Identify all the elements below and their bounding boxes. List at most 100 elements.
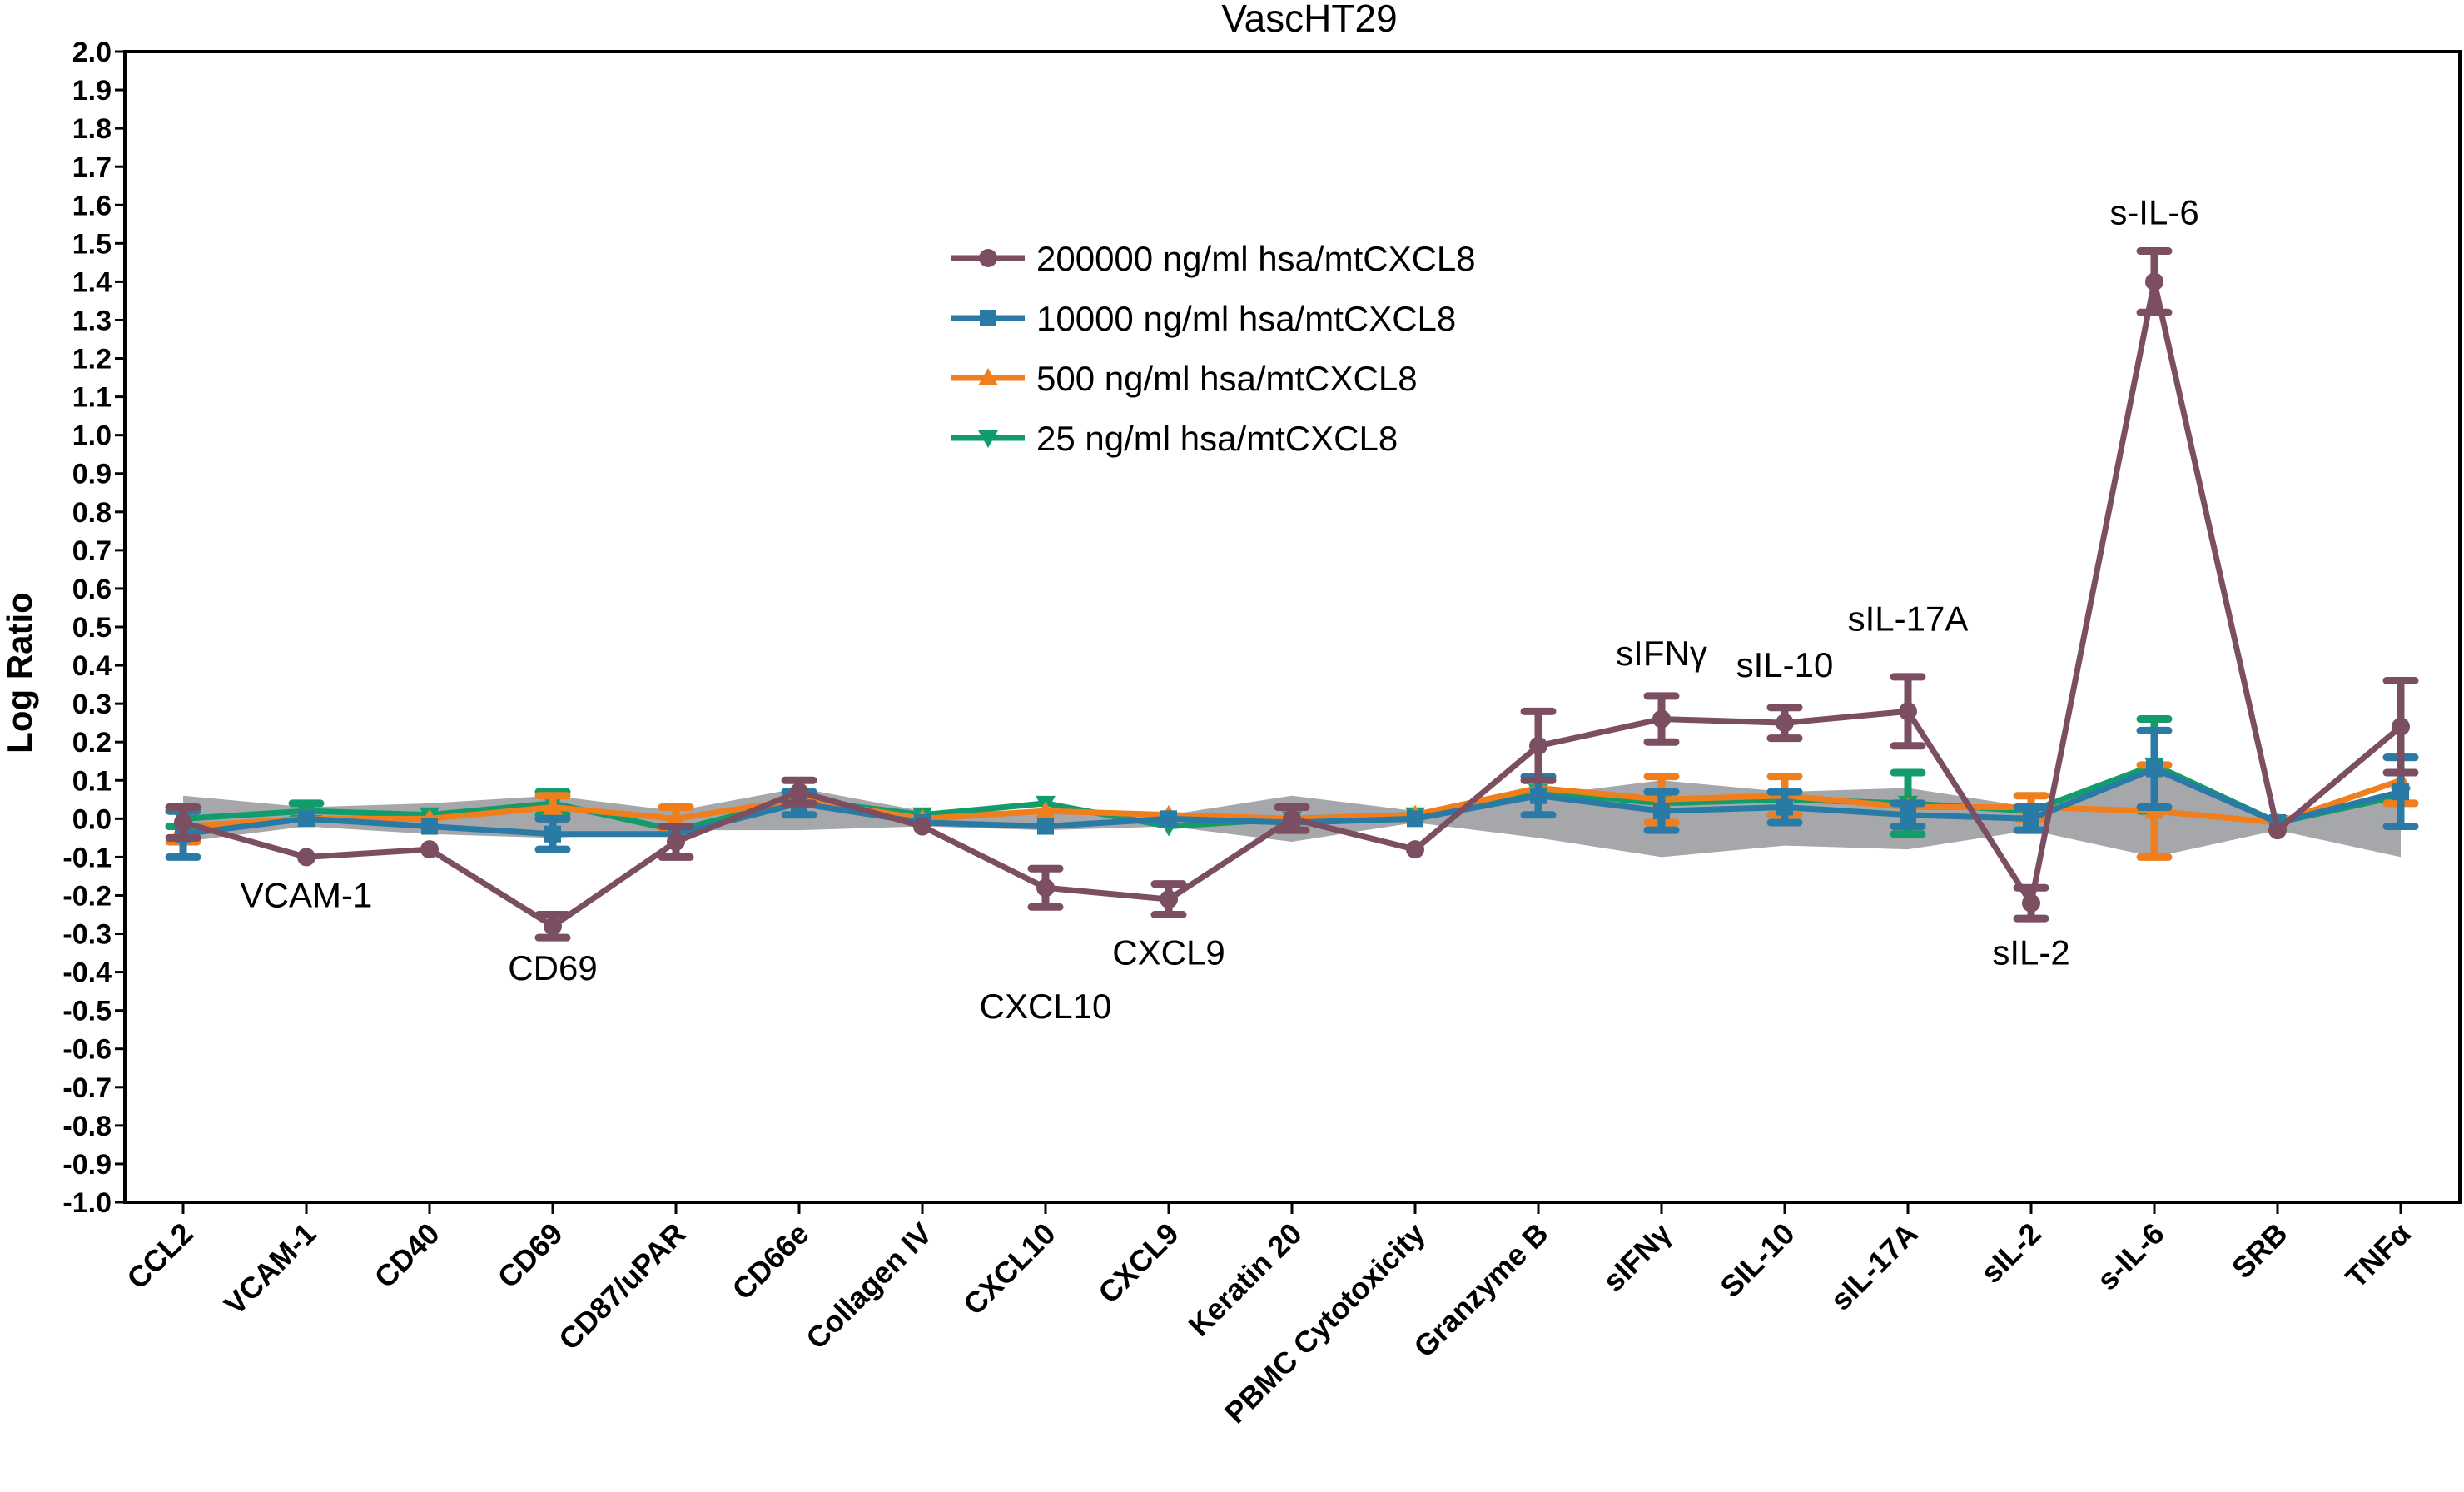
legend-item-10000-ng-ml-hsa-mtcxcl8-marker — [980, 310, 996, 326]
x-tick-label-ccl2: CCL2 — [120, 1216, 199, 1296]
annotation-sifn: sIFNγ — [1616, 634, 1707, 673]
series-200000-ng-ml-hsa-mtcxcl8-point — [2268, 821, 2287, 840]
legend-item-25-ng-ml-hsa-mtcxcl8-label: 25 ng/ml hsa/mtCXCL8 — [1036, 419, 1398, 458]
x-tick-label-vcam-1: VCAM-1 — [217, 1216, 323, 1322]
legend: 200000 ng/ml hsa/mtCXCL8 10000 ng/ml hsa/… — [951, 239, 1476, 458]
x-tick-label-sil-17a: sIL-17A — [1824, 1216, 1925, 1317]
series-200000-ng-ml-hsa-mtcxcl8-point — [544, 917, 562, 936]
y-tick-label: 1.5 — [72, 228, 112, 260]
series-200000-ng-ml-hsa-mtcxcl8-point — [1652, 709, 1671, 729]
series-200000-ng-ml-hsa-mtcxcl8-point — [2022, 893, 2040, 913]
y-tick-label: 1.4 — [72, 266, 112, 298]
series-10000-ng-ml-hsa-mtcxcl8-point — [1037, 818, 1054, 835]
legend-item-500-ng-ml-hsa-mtcxcl8: 500 ng/ml hsa/mtCXCL8 — [951, 359, 1418, 398]
y-tick-label: 1.0 — [72, 420, 112, 452]
series-10000-ng-ml-hsa-mtcxcl8-point — [2392, 783, 2409, 801]
series-200000-ng-ml-hsa-mtcxcl8-point — [913, 817, 931, 836]
y-tick-label: 0.4 — [72, 650, 112, 682]
legend-item-500-ng-ml-hsa-mtcxcl8-label: 500 ng/ml hsa/mtCXCL8 — [1036, 359, 1418, 398]
series-10000-ng-ml-hsa-mtcxcl8-point — [1530, 787, 1547, 804]
y-tick-label: 0.8 — [72, 497, 112, 529]
series-200000-ng-ml-hsa-mtcxcl8-point — [174, 813, 192, 832]
annotation-sil-2: sIL-2 — [1992, 932, 2069, 972]
series-200000-ng-ml-hsa-mtcxcl8-point — [1283, 809, 1301, 828]
x-tick-label-tnf: TNFα — [2339, 1216, 2417, 1295]
series-200000-ng-ml-hsa-mtcxcl8-point — [1036, 878, 1055, 898]
series-200000-ng-ml-hsa-mtcxcl8-point — [2392, 717, 2410, 736]
series-200000-ng-ml-hsa-mtcxcl8-point — [1899, 702, 1917, 721]
x-tick-label-cd87-upar: CD87/uPAR — [552, 1216, 693, 1357]
y-tick-label: 1.3 — [72, 305, 112, 336]
annotation-cxcl9: CXCL9 — [1112, 932, 1225, 972]
annotation-cxcl10: CXCL10 — [980, 987, 1112, 1026]
x-tick-label-sil-2: sIL-2 — [1974, 1216, 2047, 1290]
y-tick-label: -0.6 — [62, 1034, 112, 1066]
series-10000-ng-ml-hsa-mtcxcl8-point — [2146, 760, 2163, 778]
y-tick-label: -0.4 — [62, 957, 112, 989]
y-tick-label: 1.9 — [72, 75, 112, 107]
series-10000-ng-ml-hsa-mtcxcl8-point — [2023, 810, 2039, 828]
series-10000-ng-ml-hsa-mtcxcl8-point — [421, 818, 438, 835]
legend-item-500-ng-ml-hsa-mtcxcl8-marker — [978, 368, 998, 385]
y-tick-label: 1.1 — [72, 382, 112, 414]
x-tick-label-sil-10: SIL-10 — [1713, 1216, 1801, 1304]
series-500-ng-ml-hsa-mtcxcl8-point — [543, 797, 563, 815]
y-tick-label: -0.9 — [62, 1149, 112, 1181]
y-tick-label: 0.7 — [72, 535, 112, 567]
series-200000-ng-ml-hsa-mtcxcl8-point — [1529, 736, 1547, 755]
x-tick-label-sifn: sIFNγ — [1596, 1216, 1677, 1298]
annotation-s-il-6: s-IL-6 — [2109, 192, 2198, 231]
x-tick-label-cd40: CD40 — [368, 1216, 446, 1295]
legend-item-10000-ng-ml-hsa-mtcxcl8: 10000 ng/ml hsa/mtCXCL8 — [951, 299, 1456, 338]
y-tick-label: 0.3 — [72, 689, 112, 720]
series-200000-ng-ml-hsa-mtcxcl8-point — [1160, 890, 1178, 909]
legend-item-200000-ng-ml-hsa-mtcxcl8: 200000 ng/ml hsa/mtCXCL8 — [951, 239, 1476, 278]
series-200000-ng-ml-hsa-mtcxcl8-point — [667, 832, 685, 851]
series-10000-ng-ml-hsa-mtcxcl8-point — [544, 825, 561, 843]
y-tick-label: 0.1 — [72, 765, 112, 797]
series-500-ng-ml-hsa-mtcxcl8-point — [666, 808, 686, 827]
y-tick-label: 1.2 — [72, 344, 112, 375]
series-10000-ng-ml-hsa-mtcxcl8-point — [298, 810, 315, 828]
y-tick-label: 1.7 — [72, 152, 112, 183]
y-tick-label: 0.6 — [72, 574, 112, 605]
legend-item-200000-ng-ml-hsa-mtcxcl8-label: 200000 ng/ml hsa/mtCXCL8 — [1036, 239, 1476, 278]
y-tick-label: -0.8 — [62, 1111, 112, 1142]
y-tick-label: 0.0 — [72, 803, 112, 835]
x-tick-label-cxcl10: CXCL10 — [956, 1216, 1062, 1322]
series-10000-ng-ml-hsa-mtcxcl8-point — [1776, 798, 1793, 816]
series-200000-ng-ml-hsa-mtcxcl8-point — [790, 783, 808, 802]
series-10000-ng-ml-hsa-mtcxcl8-point — [1160, 810, 1177, 828]
y-tick-label: -0.5 — [62, 996, 112, 1027]
legend-item-10000-ng-ml-hsa-mtcxcl8-label: 10000 ng/ml hsa/mtCXCL8 — [1036, 299, 1456, 338]
x-tick-label-s-il-6: s-IL-6 — [2090, 1216, 2171, 1297]
legend-item-25-ng-ml-hsa-mtcxcl8-marker — [978, 430, 998, 448]
annotation-cd69: CD69 — [508, 948, 597, 987]
series-200000-ng-ml-hsa-mtcxcl8-point — [2145, 272, 2163, 291]
y-tick-label: 0.9 — [72, 459, 112, 490]
series-200000-ng-ml-hsa-mtcxcl8-point — [1776, 714, 1794, 733]
y-tick-label: -0.7 — [62, 1072, 112, 1104]
x-tick-label-cd66e: CD66e — [725, 1216, 815, 1306]
x-tick-label-srb: SRB — [2225, 1216, 2294, 1286]
x-tick-label-cd69: CD69 — [491, 1216, 569, 1295]
series-10000-ng-ml-hsa-mtcxcl8-point — [1900, 806, 1916, 823]
series-500-ng-ml-hsa-mtcxcl8-point — [1036, 801, 1056, 819]
legend-item-25-ng-ml-hsa-mtcxcl8: 25 ng/ml hsa/mtCXCL8 — [951, 419, 1398, 458]
series-200000-ng-ml-hsa-mtcxcl8-point — [420, 840, 439, 859]
x-tick-label-pbmc-cytotoxicity: PBMC Cytotoxicity — [1218, 1216, 1432, 1430]
x-tick-label-collagen-iv: Collagen IV — [799, 1216, 939, 1356]
series-200000-ng-ml-hsa-mtcxcl8 — [165, 247, 2419, 942]
chart-title: VascHT29 — [1221, 0, 1397, 40]
series-200000-ng-ml-hsa-mtcxcl8-point — [1406, 840, 1424, 859]
y-tick-label: -0.2 — [62, 880, 112, 912]
y-tick-label: 0.5 — [72, 612, 112, 644]
annotation-sil-10: sIL-10 — [1736, 645, 1834, 684]
y-tick-label: 1.6 — [72, 190, 112, 221]
y-tick-label: 2.0 — [72, 37, 112, 68]
series-10000-ng-ml-hsa-mtcxcl8-point — [1653, 803, 1670, 820]
annotation-sil-17a: sIL-17A — [1848, 599, 1969, 639]
y-tick-label: -1.0 — [62, 1187, 112, 1219]
